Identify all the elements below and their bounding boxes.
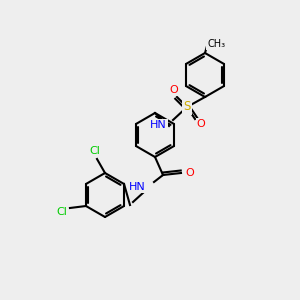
Text: Cl: Cl <box>56 207 68 217</box>
Text: HN: HN <box>129 182 146 192</box>
Text: O: O <box>196 119 206 129</box>
Text: S: S <box>183 100 191 113</box>
Text: CH₃: CH₃ <box>207 39 225 49</box>
Text: Cl: Cl <box>90 146 101 156</box>
Text: O: O <box>186 168 194 178</box>
Text: O: O <box>169 85 178 95</box>
Text: HN: HN <box>150 120 167 130</box>
